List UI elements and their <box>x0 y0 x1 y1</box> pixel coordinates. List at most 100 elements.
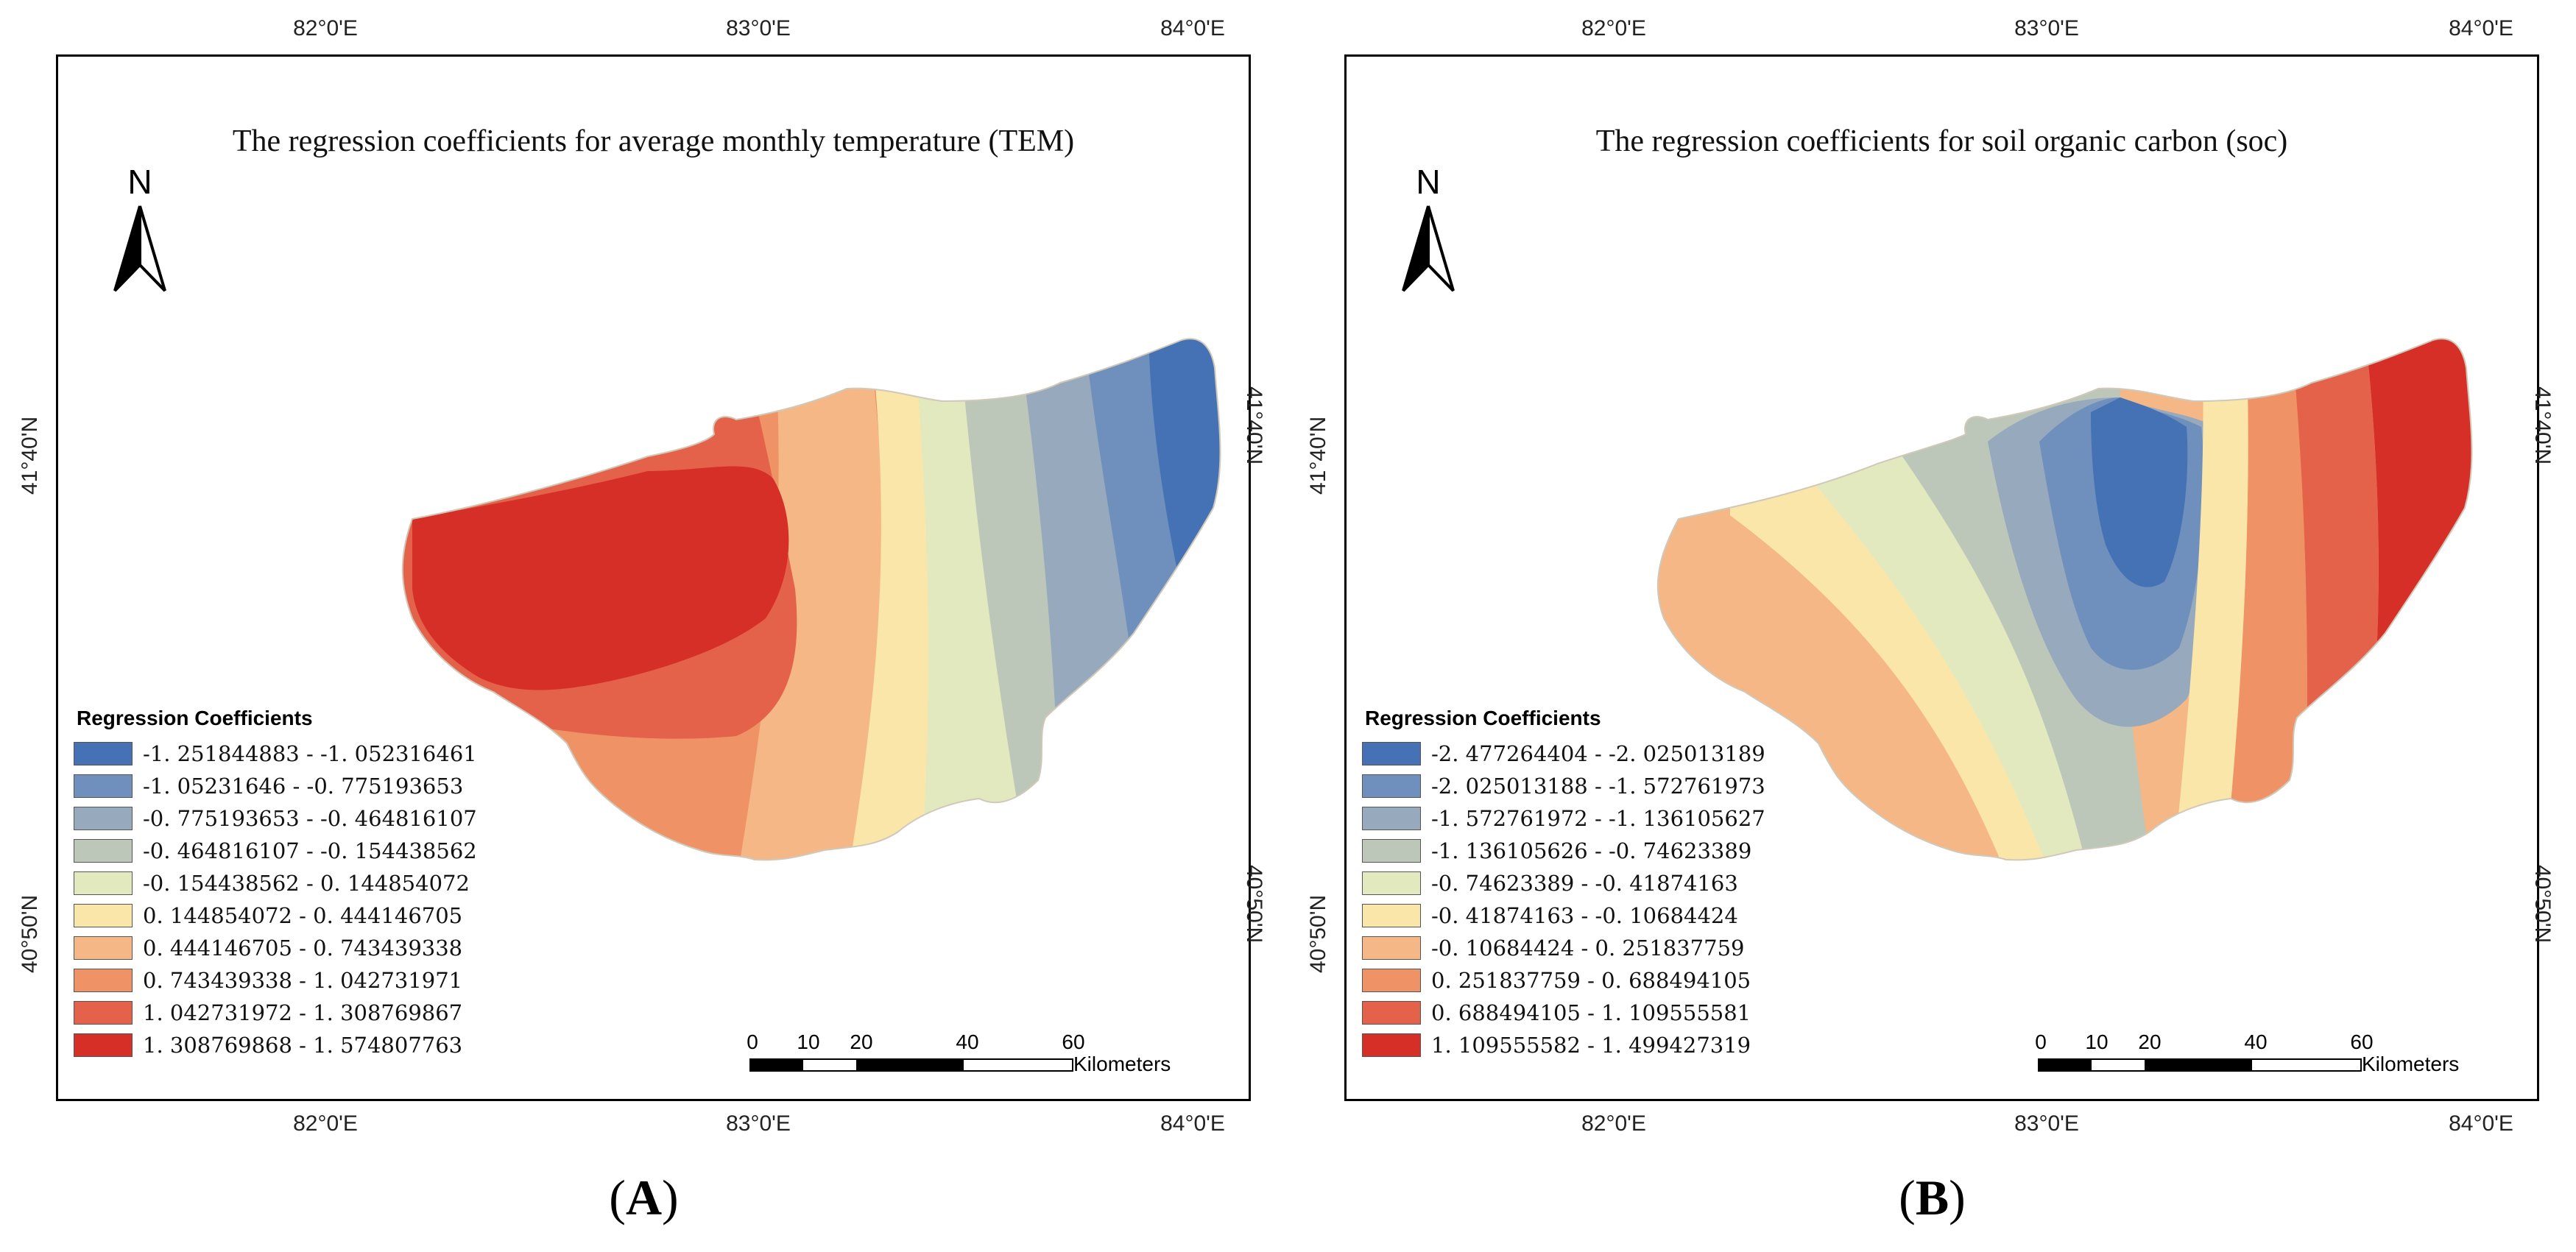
map-legend: Regression Coefficients -2. 477264404 - … <box>1362 707 1765 1061</box>
north-arrow-icon <box>1402 205 1455 292</box>
scale-tick-label: 20 <box>2138 1030 2162 1053</box>
legend-label: -0. 154438562 - 0. 144854072 <box>143 871 470 896</box>
lon-top-label: 84°0'E <box>1160 16 1225 40</box>
scale-bar-graphic <box>2038 1058 2362 1072</box>
north-arrow-label: N <box>127 163 152 201</box>
legend-swatch <box>74 839 133 863</box>
legend-swatch <box>74 871 133 895</box>
legend-items: -1. 251844883 - -1. 052316461 -1. 0523164… <box>74 738 477 1061</box>
north-arrow-label: N <box>1416 163 1441 201</box>
legend-swatch <box>1362 807 1421 830</box>
legend-item: -0. 41874163 - -0. 10684424 <box>1362 899 1765 932</box>
legend-item: -0. 154438562 - 0. 144854072 <box>74 867 477 899</box>
scale-tick-label: 0 <box>2035 1030 2047 1053</box>
legend-label: -0. 10684424 - 0. 251837759 <box>1431 936 1745 961</box>
legend-swatch <box>74 774 133 798</box>
legend-item: -0. 10684424 - 0. 251837759 <box>1362 932 1765 964</box>
scale-bar: 0 10 20 40 60 Kilometers <box>747 1030 1171 1075</box>
legend-swatch <box>74 904 133 927</box>
legend-swatch <box>74 742 133 765</box>
north-arrow-icon <box>113 205 166 292</box>
scale-units-label: Kilometers <box>2362 1053 2460 1075</box>
legend-swatch <box>1362 904 1421 927</box>
legend-swatch <box>1362 936 1421 960</box>
legend-swatch <box>74 936 133 960</box>
legend-label: -1. 572761972 - -1. 136105627 <box>1431 806 1765 831</box>
legend-item: -1. 572761972 - -1. 136105627 <box>1362 802 1765 835</box>
legend-item: 1. 308769868 - 1. 574807763 <box>74 1029 477 1061</box>
legend-label: 0. 688494105 - 1. 109555581 <box>1431 1000 1751 1025</box>
legend-item: -2. 025013188 - -1. 572761973 <box>1362 770 1765 802</box>
legend-item: 1. 042731972 - 1. 308769867 <box>74 997 477 1029</box>
legend-label: -2. 025013188 - -1. 572761973 <box>1431 774 1765 799</box>
legend-item: -0. 775193653 - -0. 464816107 <box>74 802 477 835</box>
lon-bottom-label: 82°0'E <box>293 1111 358 1136</box>
map-title: The regression coefficients for soil org… <box>1595 124 2288 158</box>
legend-item: -2. 477264404 - -2. 025013189 <box>1362 738 1765 770</box>
legend-item: -0. 74623389 - -0. 41874163 <box>1362 867 1765 899</box>
legend-swatch <box>74 969 133 992</box>
legend-label: -1. 136105626 - -0. 74623389 <box>1431 838 1752 863</box>
panel-label-letter: A <box>625 1170 663 1226</box>
legend-label: -0. 74623389 - -0. 41874163 <box>1431 871 1738 896</box>
legend-item: 1. 109555582 - 1. 499427319 <box>1362 1029 1765 1061</box>
scale-tick-label: 40 <box>956 1030 979 1053</box>
legend-label: 0. 144854072 - 0. 444146705 <box>143 903 463 928</box>
legend-label: 0. 444146705 - 0. 743439338 <box>143 936 463 961</box>
legend-label: 0. 251837759 - 0. 688494105 <box>1431 968 1751 993</box>
scale-tick-label: 0 <box>747 1030 758 1053</box>
temperature-coefficient-map <box>401 338 1221 861</box>
legend-label: -2. 477264404 - -2. 025013189 <box>1431 741 1765 766</box>
panel-label-close: ) <box>1949 1170 1966 1226</box>
map-panel-b: 82°0'E 83°0'E 84°0'E 82°0'E 83°0'E 84°0'… <box>1288 0 2576 1252</box>
panel-label: (B) <box>1288 1169 2576 1227</box>
map-legend: Regression Coefficients -1. 251844883 - … <box>74 707 477 1061</box>
legend-item: -1. 251844883 - -1. 052316461 <box>74 738 477 770</box>
map-title: The regression coefficients for average … <box>232 124 1075 158</box>
scale-tick-label: 60 <box>2350 1030 2374 1053</box>
legend-label: 0. 743439338 - 1. 042731971 <box>143 968 463 993</box>
legend-title: Regression Coefficients <box>77 707 313 729</box>
legend-label: 1. 042731972 - 1. 308769867 <box>143 1000 463 1025</box>
scale-bar-graphic <box>749 1058 1073 1072</box>
scale-tick-label: 60 <box>1062 1030 1085 1053</box>
legend-item: 0. 444146705 - 0. 743439338 <box>74 932 477 964</box>
legend-label: 1. 109555582 - 1. 499427319 <box>1431 1033 1751 1058</box>
legend-swatch <box>1362 1001 1421 1025</box>
north-arrow: N <box>110 162 169 294</box>
scale-tick-label: 40 <box>2244 1030 2268 1053</box>
legend-item: 0. 251837759 - 0. 688494105 <box>1362 964 1765 997</box>
lon-bottom-label: 84°0'E <box>1160 1111 1225 1136</box>
legend-item: -1. 05231646 - -0. 775193653 <box>74 770 477 802</box>
legend-item: 0. 688494105 - 1. 109555581 <box>1362 997 1765 1029</box>
panel-label-open: ( <box>609 1170 626 1226</box>
legend-item: -0. 464816107 - -0. 154438562 <box>74 835 477 867</box>
legend-swatch <box>74 807 133 830</box>
legend-label: -0. 41874163 - -0. 10684424 <box>1431 903 1738 928</box>
lon-top-label: 82°0'E <box>293 16 358 40</box>
lon-bottom-label: 82°0'E <box>1581 1111 1646 1136</box>
map-panel-a: 82°0'E 83°0'E 84°0'E 82°0'E 83°0'E 84°0'… <box>18 16 1266 1226</box>
panel-label-letter: B <box>1915 1170 1949 1226</box>
lon-bottom-label: 84°0'E <box>2449 1111 2513 1136</box>
legend-swatch <box>1362 1033 1421 1057</box>
legend-label: 1. 308769868 - 1. 574807763 <box>143 1033 463 1058</box>
legend-swatch <box>1362 969 1421 992</box>
legend-label: -1. 251844883 - -1. 052316461 <box>143 741 477 766</box>
legend-swatch <box>1362 871 1421 895</box>
legend-swatch <box>74 1001 133 1025</box>
legend-item: -1. 136105626 - -0. 74623389 <box>1362 835 1765 867</box>
legend-title: Regression Coefficients <box>1365 707 1601 729</box>
legend-swatch <box>74 1033 133 1057</box>
lon-top-label: 83°0'E <box>726 16 791 40</box>
soil-organic-carbon-coefficient-map <box>1656 338 2473 861</box>
scale-tick-label: 10 <box>2085 1030 2109 1053</box>
panel-label-close: ) <box>662 1170 679 1226</box>
legend-item: 0. 743439338 - 1. 042731971 <box>74 964 477 997</box>
north-arrow: N <box>1399 162 1458 294</box>
legend-item: 0. 144854072 - 0. 444146705 <box>74 899 477 932</box>
legend-label: -0. 775193653 - -0. 464816107 <box>143 806 477 831</box>
scale-units-label: Kilometers <box>1073 1053 1171 1075</box>
lon-top-label: 84°0'E <box>2449 16 2513 40</box>
lon-bottom-label: 83°0'E <box>726 1111 791 1136</box>
